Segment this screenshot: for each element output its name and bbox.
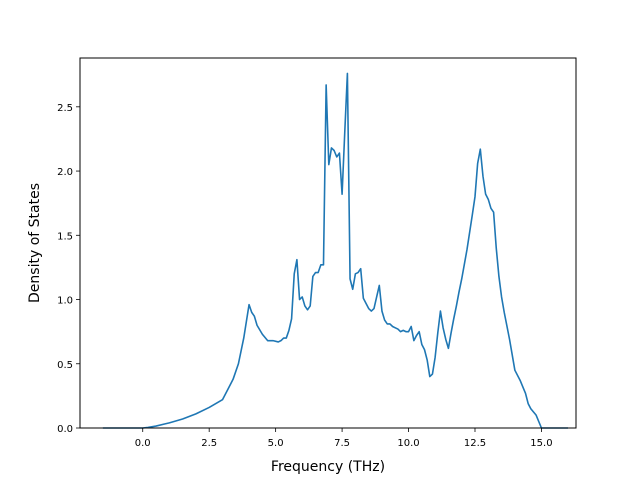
x-tick-label: 5.0 bbox=[268, 438, 284, 449]
y-tick-label: 2.0 bbox=[57, 167, 73, 178]
y-tick-label: 1.5 bbox=[57, 231, 73, 242]
x-tick-label: 2.5 bbox=[201, 438, 217, 449]
y-tick-label: 0.5 bbox=[57, 360, 73, 371]
data-layer bbox=[102, 72, 569, 429]
x-tick-label: 7.5 bbox=[334, 438, 350, 449]
y-axis-ticks: 0.0 0.5 1.0 1.5 2.0 2.5 bbox=[57, 103, 80, 435]
x-axis-ticks: 0.0 2.5 5.0 7.5 10.0 12.5 15.0 bbox=[135, 428, 553, 449]
x-tick-label: 0.0 bbox=[135, 438, 151, 449]
x-tick-label: 15.0 bbox=[530, 438, 552, 449]
y-tick-label: 0.0 bbox=[57, 424, 73, 435]
y-axis-label: Density of States bbox=[27, 183, 43, 303]
plot-frame bbox=[79, 57, 577, 429]
dos-series-line bbox=[102, 72, 569, 429]
x-axis-label: Frequency (THz) bbox=[271, 459, 385, 475]
plot-area bbox=[80, 58, 576, 428]
y-tick-label: 2.5 bbox=[57, 103, 73, 114]
x-tick-label: 10.0 bbox=[397, 438, 419, 449]
x-tick-label: 12.5 bbox=[464, 438, 486, 449]
y-tick-label: 1.0 bbox=[57, 296, 73, 307]
